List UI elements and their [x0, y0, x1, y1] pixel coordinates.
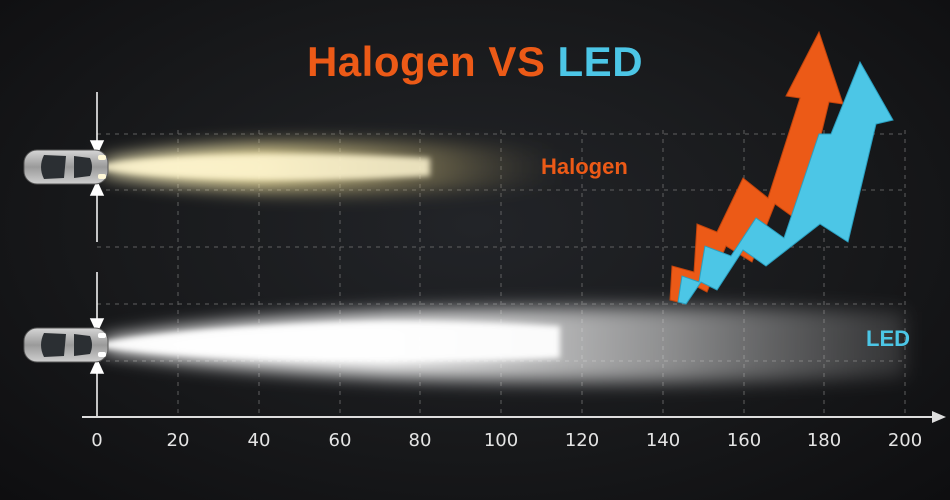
x-tick-label: 100 — [483, 430, 519, 451]
halogen-beam — [102, 142, 560, 192]
title-led: LED — [557, 38, 644, 85]
x-tick-label: 140 — [645, 430, 681, 451]
x-tick-label: 160 — [726, 430, 762, 451]
x-tick-label: 40 — [247, 430, 271, 451]
x-tick-label: 80 — [408, 430, 432, 451]
led-trend-arrow-icon — [677, 60, 894, 305]
x-tick-label: 120 — [564, 430, 600, 451]
led-label: LED — [866, 326, 910, 351]
car-icon — [23, 149, 109, 185]
led-height-indicator — [89, 272, 105, 418]
x-tick-label: 60 — [328, 430, 352, 451]
led-beam — [102, 307, 905, 382]
x-tick-label: 180 — [806, 430, 842, 451]
halogen-label: Halogen — [541, 154, 628, 179]
car-icon — [23, 327, 109, 363]
x-tick-label: 20 — [166, 430, 190, 451]
title-halogen: Halogen VS — [306, 38, 546, 85]
x-tick-label: 0 — [91, 430, 103, 451]
page-title: Halogen VS LED — [0, 38, 950, 86]
x-axis — [82, 411, 946, 423]
halogen-height-indicator — [89, 92, 105, 242]
x-tick-label: 200 — [887, 430, 923, 451]
